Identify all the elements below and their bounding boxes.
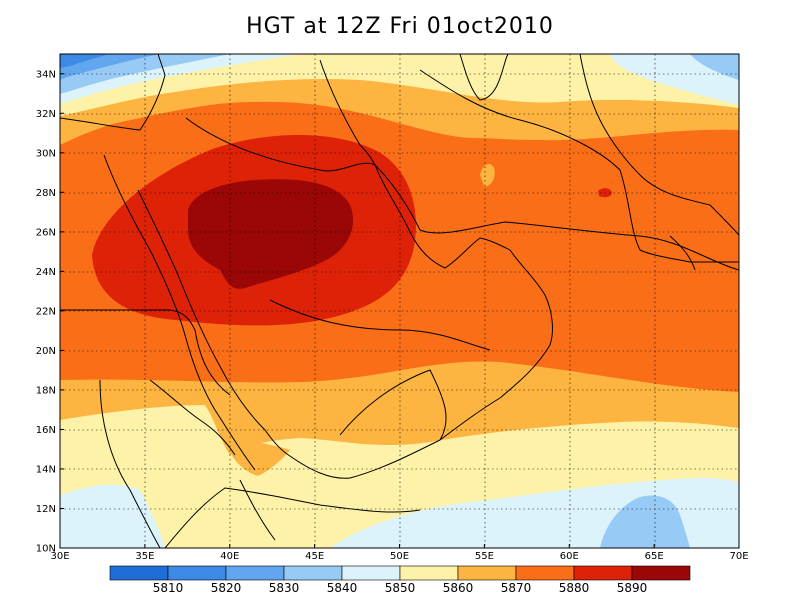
contour-field — [60, 54, 739, 548]
coastline-oman — [499, 249, 553, 399]
colorbar-swatch — [515, 565, 575, 581]
colorbar-label: 5870 — [501, 581, 532, 595]
lon-tick-label: 70E — [729, 551, 748, 562]
fill-5890 — [188, 179, 354, 289]
border-8 — [149, 379, 236, 456]
colorbar-label: 5840 — [327, 581, 358, 595]
colorbar-swatch — [341, 565, 401, 581]
longitude-labels: 30E 35E 40E 45E 50E 55E 60E 65E 70E — [50, 544, 749, 562]
border-12 — [669, 235, 696, 271]
coastline-red-sea-east — [137, 189, 291, 457]
coastline-arabia-south — [289, 397, 501, 479]
coastline-mediterranean — [60, 54, 166, 131]
lat-tick-label: 14N — [36, 464, 56, 475]
colorbar-label: 5860 — [443, 581, 474, 595]
coastline-gulf — [374, 164, 511, 269]
lon-tick-label: 50E — [390, 551, 409, 562]
lon-tick-label: 30E — [50, 551, 69, 562]
grid-lines — [60, 54, 739, 548]
colorbar-swatch — [573, 565, 633, 581]
fill-5830-northeast — [690, 54, 739, 80]
lat-tick-label: 30N — [36, 148, 56, 159]
fill-5860-notch — [480, 164, 495, 187]
coastline-red-sea-west — [103, 154, 256, 471]
colorbar-swatch — [457, 565, 517, 581]
lon-tick-label: 65E — [645, 551, 664, 562]
lat-tick-label: 28N — [36, 188, 56, 199]
border-7 — [60, 309, 231, 396]
border-6 — [339, 369, 447, 441]
lat-tick-label: 12N — [36, 504, 56, 515]
coastline-iran — [374, 164, 739, 271]
border-11 — [639, 249, 739, 263]
border-3 — [419, 69, 641, 251]
colorbar-label: 5850 — [385, 581, 416, 595]
fill-5810-north — [60, 54, 110, 68]
colorbar-label: 5830 — [269, 581, 300, 595]
lat-tick-label: 18N — [36, 385, 56, 396]
colorbar-label: 5880 — [559, 581, 590, 595]
colorbar-label: 5890 — [617, 581, 648, 595]
fill-5860-south-tongue — [225, 440, 290, 476]
colorbar-swatch — [167, 565, 227, 581]
lon-tick-label: 45E — [305, 551, 324, 562]
lon-tick-label: 40E — [220, 551, 239, 562]
colorbar-swatch — [109, 565, 169, 581]
fill-5830-southeast — [600, 495, 690, 548]
lat-tick-label: 10N — [36, 544, 56, 555]
lat-tick-label: 24N — [36, 267, 56, 278]
colorbar-swatch — [283, 565, 343, 581]
border-4 — [579, 54, 739, 236]
latitude-labels: 10N 12N 14N 16N 18N 20N 22N 24N 26N 28N 30N 32N 34N — [36, 69, 64, 555]
lon-tick-label: 55E — [475, 551, 494, 562]
border-9 — [99, 379, 161, 548]
chart-title: HGT at 12Z Fri 01oct2010 — [246, 14, 554, 39]
border-1 — [185, 117, 376, 172]
coastline-horn — [164, 487, 421, 548]
lat-tick-label: 34N — [36, 69, 56, 80]
colorbar-swatch — [225, 565, 285, 581]
lon-tick-label: 35E — [135, 551, 154, 562]
fill-5880-blob — [598, 188, 612, 198]
lon-tick-label: 60E — [560, 551, 579, 562]
fill-5850-north — [60, 54, 739, 116]
colorbar-label: 5810 — [153, 581, 184, 595]
coastlines — [60, 54, 739, 548]
lat-tick-label: 32N — [36, 109, 56, 120]
fill-5840-south — [60, 484, 165, 548]
lat-tick-label: 26N — [36, 227, 56, 238]
border-2 — [319, 59, 376, 166]
colorbar-swatch — [631, 565, 691, 581]
colorbar-swatch — [399, 565, 459, 581]
colorbar: 5810 5820 5830 5840 5850 5860 5870 5880 5890 — [109, 565, 691, 595]
colorbar-label: 5820 — [211, 581, 242, 595]
border-10 — [239, 479, 276, 541]
coastline-caspian — [459, 54, 509, 101]
lat-tick-label: 16N — [36, 425, 56, 436]
lat-tick-label: 22N — [36, 306, 56, 317]
lat-tick-label: 20N — [36, 346, 56, 357]
